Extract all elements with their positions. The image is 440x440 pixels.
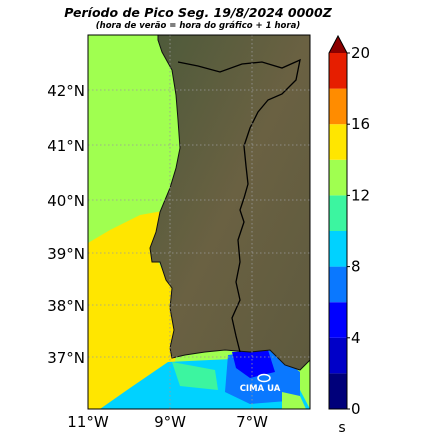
ocean-zone-12-14s-southeast [282, 392, 306, 409]
colorbar-band-4-6 [329, 302, 347, 338]
lat-label-38: 38°N [47, 297, 85, 315]
lat-label-42: 42°N [47, 82, 85, 100]
colorbar-tick-label: 16 [351, 115, 370, 133]
colorbar-band-18-20 [329, 53, 347, 89]
colorbar-outline [328, 34, 348, 410]
map-frame [87, 34, 311, 410]
latitude-labels: 42°N 41°N 40°N 39°N 38°N 37°N [47, 82, 85, 367]
colorbar-band-16-18 [329, 88, 347, 125]
lon-label-9w: 9°W [154, 413, 186, 431]
colorbar-band-2-4 [329, 337, 347, 374]
colorbar-tick-label: 20 [351, 44, 370, 62]
colorbar-band-8-10 [329, 231, 347, 267]
lon-label-7w: 7°W [236, 413, 268, 431]
land-satellite [149, 35, 310, 371]
colorbar: 0 4 8 12 16 20 [328, 34, 370, 418]
border-portugal-spain [177, 58, 301, 353]
colorbar-band-10-12 [329, 195, 347, 231]
lat-label-37: 37°N [47, 349, 85, 367]
colorbar-band-0-2 [329, 373, 347, 409]
lat-label-40: 40°N [47, 192, 85, 210]
colorbar-tick-label: 8 [351, 258, 361, 276]
map-title: Período de Pico Seg. 19/8/2024 0000Z [64, 5, 332, 20]
ocean-zone-10-12s-south [172, 362, 218, 390]
lon-label-11w: 11°W [67, 413, 109, 431]
colorbar-tick-label: 4 [351, 329, 361, 347]
colorbar-band-20-22 [329, 36, 347, 53]
map-panel: CIMA UA [88, 35, 310, 409]
svg-text:CIMA UA: CIMA UA [240, 384, 281, 394]
colorbar-band-6-8 [329, 266, 347, 303]
lat-label-39: 39°N [47, 245, 85, 263]
cima-ua-logo: CIMA UA [240, 373, 281, 394]
map-subtitle: (hora de verão = hora do gráfico + 1 hor… [96, 21, 301, 31]
graticule [88, 35, 310, 409]
colorbar-band-12-14 [329, 159, 347, 196]
colorbar-tick-label: 12 [351, 186, 370, 204]
colorbar-unit: s [338, 420, 345, 436]
lat-label-41: 41°N [47, 137, 85, 155]
colorbar-band-14-16 [329, 124, 347, 160]
colorbar-tick-label: 0 [351, 400, 361, 418]
longitude-labels: 11°W 9°W 7°W [67, 413, 268, 431]
